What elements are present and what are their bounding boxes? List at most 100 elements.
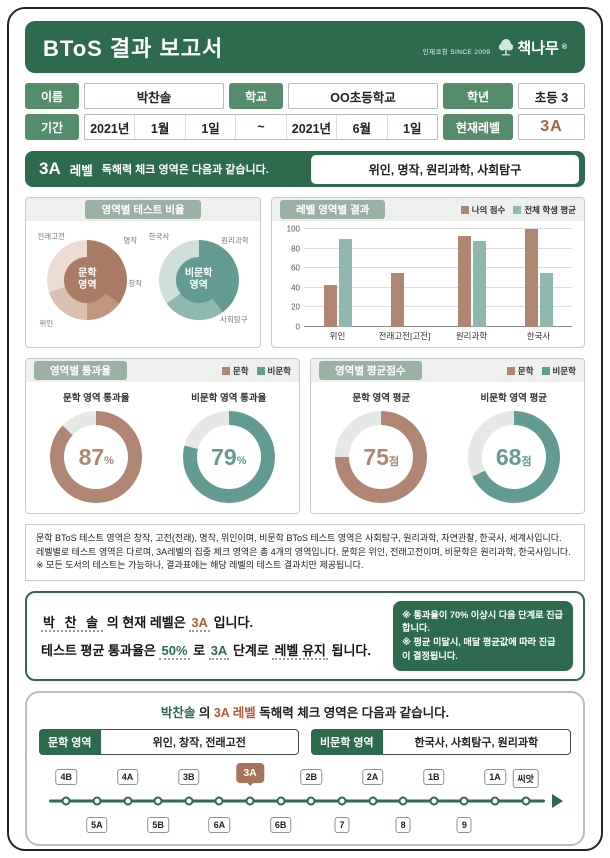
timeline-node-4B: 4B <box>51 762 82 840</box>
legend-item: 나의 점수 <box>460 204 506 216</box>
result-summary: 박 찬 솔 의 현재 레벨은 3A 입니다. 테스트 평균 통과율은 50% 로… <box>37 612 383 661</box>
note-box: 문학 BToS 테스트 영역은 창작, 고전(전래), 명작, 위인이며, 비문… <box>25 524 585 581</box>
bar-ytick: 100 <box>286 224 300 234</box>
bottom-heading-mid: 의 <box>195 705 214 720</box>
score-ring: 75 점 <box>335 411 428 503</box>
avg-score-header: 영역별 평균점수 문학 비문학 <box>311 359 584 382</box>
donut-callout: 원리과학 <box>221 236 249 245</box>
grade-label: 학년 <box>443 83 513 109</box>
timeline-label: 4B <box>55 768 78 785</box>
name-label: 이름 <box>25 83 79 109</box>
bar-cats: 위인 전래고전[고전] 원리과학 한국사 <box>304 330 572 342</box>
pass-rate-legend: 문학 비문학 <box>221 365 291 377</box>
score-unit: 점 <box>388 455 400 468</box>
legend-swatch <box>513 205 522 214</box>
legend-item: 문학 <box>221 365 249 377</box>
bottom-heading: 박찬솔 의 3A 레벨 독해력 체크 영역은 다음과 같습니다. <box>39 702 571 721</box>
bar-group <box>323 229 352 327</box>
timeline-label: 9 <box>456 816 472 833</box>
level-results-title: 레벨 영역별 결과 <box>280 200 386 219</box>
pass-rate-header: 영역별 통과율 문학 비문학 <box>26 359 299 382</box>
score-number: 87 <box>78 443 105 470</box>
bar-class-average <box>338 238 352 327</box>
timeline-node-3B: 3B <box>174 762 205 840</box>
timeline-node-1B: 1B <box>419 762 450 840</box>
donut-center-line1: 비문학 <box>184 268 213 279</box>
nonliterature-avg-donut: 비문학 영역 평균 68 점 <box>467 390 560 503</box>
timeline-node-7: 7 <box>327 762 358 840</box>
score-unit: % <box>104 454 114 467</box>
legend-label: 비문학 <box>267 365 291 376</box>
timeline-node-2B: 2B <box>296 762 327 840</box>
pass-rate-card: 영역별 통과율 문학 비문학 문학 영역 통과율 87% 비문학 영역 통과율 79% <box>25 358 300 514</box>
period-part: 2021년 <box>90 121 130 136</box>
legend-swatch <box>256 366 265 375</box>
score-caption: 문학 영역 통과율 <box>63 393 130 404</box>
brand-logo: 책나무 ® <box>498 37 567 58</box>
score-value: 79% <box>196 425 261 489</box>
avg-score-card: 영역별 평균점수 문학 비문학 문학 영역 평균 75 점 비문학 영역 평균 68 점 <box>310 358 585 514</box>
timeline-dot <box>429 796 439 806</box>
bar-ytick: 80 <box>291 244 300 254</box>
bar-ytick: 60 <box>291 263 300 273</box>
donut-callout: 위인 <box>39 319 54 328</box>
timeline-label: 3A <box>236 762 264 783</box>
legend-label: 나의 점수 <box>471 204 506 215</box>
timeline-node-2A: 2A <box>357 762 388 840</box>
score-value: 87% <box>64 425 129 489</box>
grade-value: 초등 3 <box>518 83 585 109</box>
timeline-label: 7 <box>334 816 350 833</box>
timeline-dot <box>337 796 347 806</box>
result-line2-end: 됩니다. <box>327 643 372 659</box>
donut-callout: 명작 <box>123 236 138 245</box>
current-level-token: 3A <box>189 615 210 633</box>
level-timeline: 4B 5A 4A 5B 3B 6A 3A 6B 2B 7 2A 8 1B 9 1A 씨앗 <box>39 762 571 840</box>
brand-tagline: 인재코칭 SINCE 2009 <box>422 49 491 56</box>
timeline-dot <box>459 796 469 806</box>
period-part: 1일 <box>386 115 437 139</box>
donut-callout: 창작 <box>128 279 143 288</box>
timeline-dot <box>92 796 102 806</box>
legend-label: 비문학 <box>552 365 576 376</box>
legend-label: 문학 <box>232 365 249 376</box>
legend-item: 비문학 <box>541 365 576 377</box>
level-results-card: 레벨 영역별 결과 나의 점수 전체 학생 평균 100 80 60 40 20 0 위인 전… <box>271 197 585 348</box>
test-ratio-body: 문학 영역 전래고전 명작 창작 위인 비문학 영역 한국사 원리과학 사회탐구 <box>26 221 260 337</box>
bar-class-average <box>472 240 486 327</box>
literature-ratio-donut: 문학 영역 전래고전 명작 창작 위인 <box>35 228 142 332</box>
timeline-arrow-icon <box>552 793 563 808</box>
legend-item: 전체 학생 평균 <box>513 204 576 216</box>
donut-center-label: 문학 영역 <box>64 257 111 303</box>
bar-gridline <box>304 228 572 229</box>
timeline-nodes: 4B 5A 4A 5B 3B 6A 3A 6B 2B 7 2A 8 1B 9 1A 씨앗 <box>51 762 541 840</box>
brand-reg-mark: ® <box>561 43 567 51</box>
notice-line: ※ 평균 미달시, 매달 평균값에 따라 진급이 결정됩니다. <box>402 637 556 661</box>
test-ratio-header: 영역별 테스트 비율 <box>26 198 260 221</box>
timeline-dot <box>184 796 194 806</box>
timeline-label: 6A <box>208 816 231 833</box>
timeline-label: 2B <box>300 768 323 785</box>
test-ratio-card: 영역별 테스트 비율 문학 영역 전래고전 명작 창작 위인 비문학 영역 한국사 원리과학 사회탐… <box>25 197 261 348</box>
avg-score-title: 영역별 평균점수 <box>319 361 422 380</box>
bar-category-label: 한국사 <box>526 331 551 341</box>
period-value: 2021년 1월 1일 ~2021년 6월 1일 <box>84 114 438 140</box>
student-name-token: 박 찬 솔 <box>41 615 104 633</box>
timeline-node-1A: 1A <box>480 762 511 840</box>
school-label: 학교 <box>229 83 283 109</box>
timeline-label: 8 <box>395 816 411 833</box>
result-notice: ※ 통과율이 70% 이상시 다음 단계로 진급합니다. ※ 평균 미달시, 매달… <box>393 600 573 671</box>
legend-item: 문학 <box>506 365 534 377</box>
bar-my-score <box>457 235 471 327</box>
donut-center-line1: 문학 <box>78 268 97 279</box>
bar-gridline <box>304 247 572 249</box>
timeline-dot <box>245 796 255 806</box>
test-ratio-title: 영역별 테스트 비율 <box>85 200 201 219</box>
donut-center-line2: 영역 <box>78 280 97 291</box>
donut-center-line2: 영역 <box>189 280 208 291</box>
score-number: 75 <box>363 443 389 470</box>
pass-rate-title: 영역별 통과율 <box>34 361 127 380</box>
result-line1-mid: 의 현재 레벨은 <box>103 615 190 631</box>
timeline-dot <box>123 796 133 806</box>
name-value: 박찬솔 <box>84 83 224 109</box>
avg-body: 문학 영역 평균 75 점 비문학 영역 평균 68 점 <box>311 382 584 513</box>
